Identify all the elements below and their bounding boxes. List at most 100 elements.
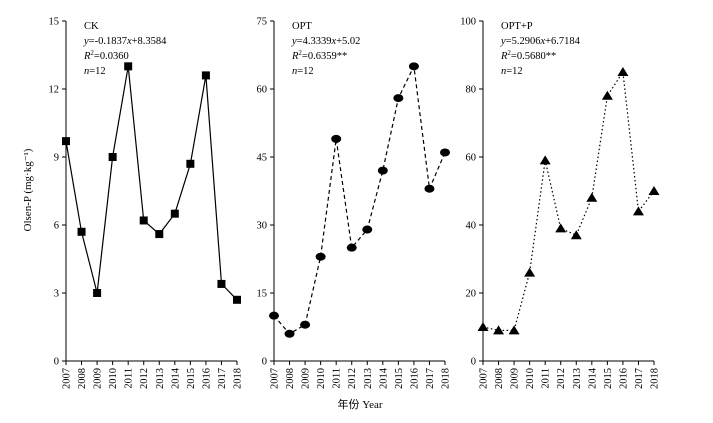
y-tick-label: 100 <box>460 17 476 28</box>
x-tick-label: 2015 <box>394 368 405 389</box>
x-tick-label: 2009 <box>93 368 104 389</box>
panel-label: OPT <box>292 21 312 32</box>
r-squared: R2=0.0360 <box>83 49 129 62</box>
panel-label: CK <box>84 21 99 32</box>
data-point <box>440 148 450 157</box>
data-point <box>539 155 551 165</box>
sample-size: n=12 <box>84 66 106 77</box>
panel-label: OPT+P <box>501 21 533 32</box>
regression-equation: y=-0.1837x+8.3584 <box>83 36 167 47</box>
regression-equation: y=5.2906x+6.7184 <box>500 36 581 47</box>
y-tick-label: 40 <box>466 221 477 232</box>
y-tick-label: 60 <box>257 85 268 96</box>
data-point <box>393 94 404 103</box>
x-tick-label: 2016 <box>618 368 629 389</box>
y-tick-label: 15 <box>257 289 268 300</box>
x-tick-label: 2018 <box>650 368 661 389</box>
regression-equation: y=4.3339x+5.02 <box>291 36 360 47</box>
data-point <box>362 225 373 234</box>
x-tick-label: 2017 <box>217 368 228 389</box>
x-tick-label: 2016 <box>201 368 212 389</box>
data-point <box>124 62 133 71</box>
data-point <box>77 227 86 236</box>
data-point <box>346 243 357 252</box>
x-tick-label: 2013 <box>363 368 374 389</box>
x-tick-label: 2017 <box>634 368 645 389</box>
data-point <box>508 325 520 335</box>
data-point <box>601 90 613 100</box>
x-tick-label: 2011 <box>332 368 343 389</box>
series-line <box>482 70 655 331</box>
x-tick-label: 2009 <box>510 368 521 389</box>
data-point <box>217 279 226 288</box>
x-tick-label: 2015 <box>603 368 614 389</box>
data-point <box>233 295 241 304</box>
data-point <box>632 206 644 216</box>
data-point <box>170 209 179 218</box>
data-point <box>586 192 598 202</box>
x-tick-label: 2011 <box>541 368 552 389</box>
y-tick-label: 60 <box>466 153 477 164</box>
y-tick-label: 12 <box>49 85 60 96</box>
x-tick-label: 2010 <box>316 368 327 389</box>
y-tick-label: 3 <box>54 289 59 300</box>
data-point <box>269 311 279 320</box>
y-tick-label: 0 <box>262 357 267 368</box>
panel-opt: 0 15 30 45 60 75 2007 2008 2009 2010 2011 2012 2013 2… <box>257 17 452 390</box>
data-point <box>331 134 342 143</box>
y-tick-label: 0 <box>54 357 59 368</box>
sample-size: n=12 <box>501 66 523 77</box>
x-tick-label: 2011 <box>124 368 135 389</box>
data-point <box>424 184 435 193</box>
data-point <box>524 267 536 277</box>
data-point <box>139 216 148 225</box>
data-point <box>617 67 629 76</box>
data-point <box>62 137 70 146</box>
y-tick-label: 15 <box>49 17 60 28</box>
panel-opt-p: 0 20 40 60 80 100 2007 2008 2009 2010 2011 2012 2013… <box>460 17 660 390</box>
y-tick-label: 6 <box>54 221 59 232</box>
x-tick-label: 2012 <box>347 368 358 389</box>
y-tick-label: 30 <box>257 221 268 232</box>
data-point <box>186 159 195 168</box>
x-tick-label: 2014 <box>170 367 181 389</box>
data-point <box>300 320 311 329</box>
x-tick-label: 2013 <box>155 368 166 389</box>
data-point <box>93 289 102 297</box>
x-tick-label: 2018 <box>233 368 244 389</box>
y-tick-label: 75 <box>257 17 268 28</box>
data-point <box>315 252 326 261</box>
x-tick-label: 2016 <box>409 368 420 389</box>
x-tick-label: 2014 <box>378 367 389 389</box>
x-tick-label: 2009 <box>301 368 312 389</box>
x-tick-label: 2007 <box>479 368 490 389</box>
x-tick-label: 2012 <box>139 368 150 389</box>
data-point <box>377 166 388 175</box>
data-point <box>570 230 582 240</box>
sample-size: n=12 <box>292 66 314 77</box>
x-tick-label: 2007 <box>62 368 73 389</box>
series-line <box>65 66 238 301</box>
x-tick-label: 2017 <box>425 368 436 389</box>
y-axis-label: Olsen-P (mg·kg⁻¹) <box>22 148 34 231</box>
x-tick-label: 2014 <box>587 367 598 389</box>
y-tick-label: 80 <box>466 85 477 96</box>
data-point <box>493 325 505 335</box>
y-tick-label: 20 <box>466 289 477 300</box>
data-point <box>408 62 419 71</box>
y-tick-label: 9 <box>54 153 59 164</box>
panel-ck: 0 3 6 9 12 15 2007 2008 2009 2010 2011 2012 2013 2014… <box>49 17 244 390</box>
r-squared: R2=0.5680** <box>500 49 556 62</box>
r-squared: R2=0.6359** <box>291 49 347 62</box>
x-tick-label: 2008 <box>494 368 505 389</box>
data-point <box>284 329 295 338</box>
data-point <box>477 322 489 331</box>
y-tick-label: 45 <box>257 153 268 164</box>
x-tick-label: 2015 <box>186 368 197 389</box>
x-tick-label: 2018 <box>441 368 452 389</box>
series-line <box>273 64 446 335</box>
x-tick-label: 2010 <box>525 368 536 389</box>
x-tick-label: 2007 <box>270 368 281 389</box>
x-tick-label: 2008 <box>285 368 296 389</box>
